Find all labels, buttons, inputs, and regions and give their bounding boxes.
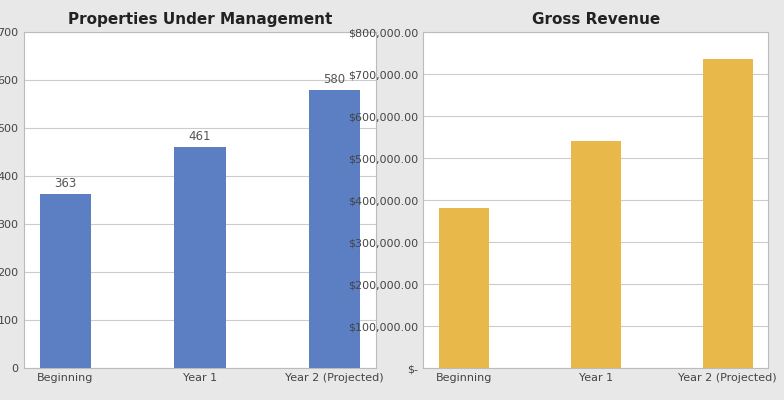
Bar [39,194,91,368]
Bar [702,59,753,368]
Title: Gross Revenue: Gross Revenue [532,12,660,27]
Text: 580: 580 [324,73,346,86]
Bar [309,90,361,368]
Text: 363: 363 [54,178,76,190]
Bar [174,147,226,368]
Title: Properties Under Management: Properties Under Management [67,12,332,27]
Text: 461: 461 [189,130,211,143]
Bar [439,208,489,368]
Bar [571,141,621,368]
